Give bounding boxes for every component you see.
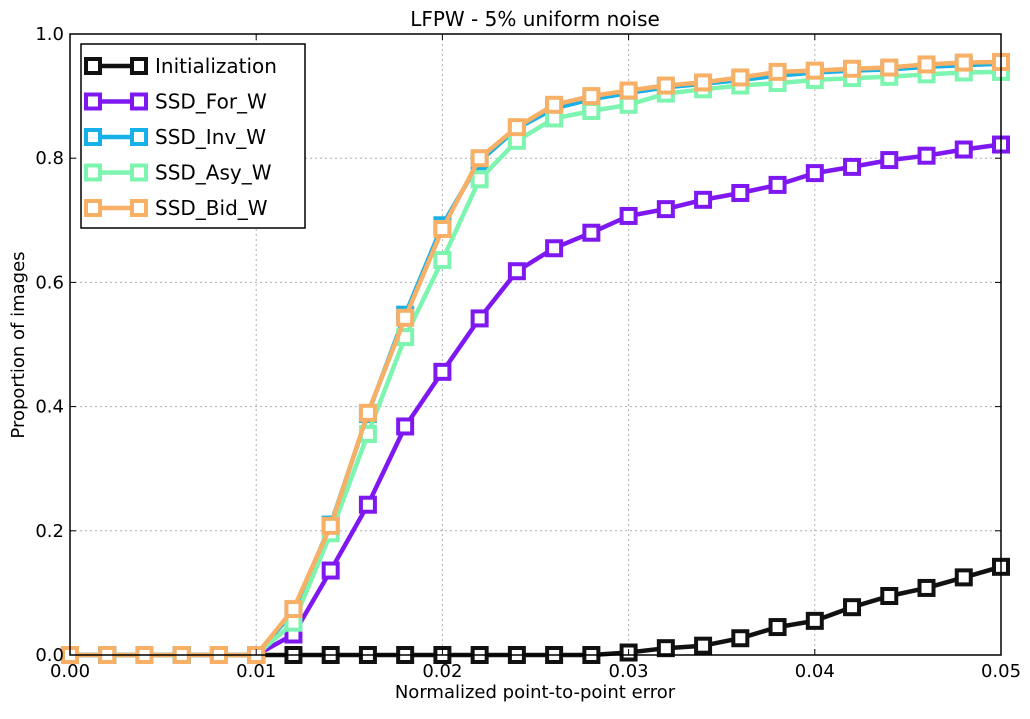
data-point-ssd-bid-w xyxy=(284,600,303,619)
y-tick-label: 1.0 xyxy=(35,24,64,45)
data-point-initialization xyxy=(768,618,787,637)
legend-item-initialization: Initialization xyxy=(84,54,277,78)
legend-marker-right xyxy=(130,199,148,217)
data-point-ssd-for-w xyxy=(954,140,973,159)
data-point-ssd-bid-w xyxy=(433,219,452,238)
data-point-ssd-bid-w xyxy=(917,55,936,74)
data-point-initialization xyxy=(917,578,936,597)
data-point-ssd-bid-w xyxy=(656,76,675,95)
y-tick-label: 0.6 xyxy=(35,272,64,293)
legend-marker-right xyxy=(130,92,148,111)
legend-label: SSD_For_W xyxy=(155,90,267,114)
legend-marker-left xyxy=(84,57,102,75)
data-point-ssd-bid-w xyxy=(321,516,340,535)
data-point-ssd-bid-w xyxy=(731,68,750,87)
x-tick-label: 0.02 xyxy=(422,661,462,682)
data-point-ssd-for-w xyxy=(582,223,601,242)
data-point-ssd-for-w xyxy=(694,190,713,209)
data-point-ssd-bid-w xyxy=(619,81,638,100)
data-point-ssd-bid-w xyxy=(470,149,489,168)
y-tick-label: 0.0 xyxy=(35,645,64,666)
data-point-ssd-for-w xyxy=(843,157,862,176)
data-point-ssd-bid-w xyxy=(768,62,787,81)
data-point-initialization xyxy=(843,598,862,617)
data-point-ssd-for-w xyxy=(321,561,340,580)
x-axis-label: Normalized point-to-point error xyxy=(395,682,676,703)
series-line-initialization xyxy=(70,564,1002,658)
legend-marker-right xyxy=(130,128,148,146)
x-tick-label: 0.01 xyxy=(236,661,276,682)
legend-marker-right xyxy=(130,57,148,75)
data-point-ssd-for-w xyxy=(396,417,415,436)
y-tick-label: 0.8 xyxy=(35,148,64,169)
data-point-ssd-bid-w xyxy=(582,87,601,106)
legend-marker-left xyxy=(84,163,102,182)
legend-item-ssd-inv-w: SSD_Inv_W xyxy=(84,125,266,149)
legend-label: SSD_Asy_W xyxy=(155,161,272,185)
y-tick-label: 0.4 xyxy=(35,397,64,418)
legend-item-ssd-for-w: SSD_For_W xyxy=(84,90,267,114)
data-point-ssd-bid-w xyxy=(358,403,377,422)
data-point-ssd-bid-w xyxy=(396,308,415,327)
chart-title: LFPW - 5% uniform noise xyxy=(410,7,660,31)
legend-item-ssd-asy-w: SSD_Asy_W xyxy=(84,161,272,185)
data-point-initialization xyxy=(694,636,713,655)
data-point-ssd-bid-w xyxy=(954,53,973,72)
data-point-initialization xyxy=(805,611,824,630)
data-point-ssd-asy-w xyxy=(470,170,489,189)
legend-marker-left xyxy=(84,128,102,146)
data-point-ssd-for-w xyxy=(619,206,638,225)
legend: Initialization SSD_For_W SSD_Inv_W SSD_Asy_… xyxy=(80,43,306,229)
axis-ticks: 0.00 0.01 0.02 0.03 0.04 0.05 0.0 0.2 0.4 0.6 0.8 1… xyxy=(35,24,1021,682)
legend-label: Initialization xyxy=(155,54,277,78)
data-point-ssd-for-w xyxy=(880,151,899,170)
x-tick-label: 0.03 xyxy=(609,661,649,682)
data-point-ssd-for-w xyxy=(433,362,452,381)
legend-marker-right xyxy=(130,163,148,182)
legend-label: SSD_Inv_W xyxy=(155,125,266,149)
data-point-ssd-for-w xyxy=(507,262,526,281)
y-axis-label: Proportion of images xyxy=(8,251,29,438)
legend-marker-left xyxy=(84,92,102,111)
plot-frame xyxy=(69,33,1002,656)
series-layer xyxy=(61,52,1010,664)
data-point-initialization xyxy=(954,568,973,587)
data-point-ssd-bid-w xyxy=(694,73,713,92)
data-point-ssd-bid-w xyxy=(843,59,862,78)
data-point-ssd-asy-w xyxy=(433,251,452,270)
data-point-ssd-for-w xyxy=(656,200,675,219)
data-point-ssd-for-w xyxy=(470,309,489,328)
series-initialization xyxy=(61,557,1010,664)
data-point-initialization xyxy=(880,587,899,606)
data-point-ssd-bid-w xyxy=(507,118,526,137)
data-point-ssd-bid-w xyxy=(545,95,564,114)
data-point-ssd-bid-w xyxy=(805,61,824,80)
legend-item-ssd-bid-w: SSD_Bid_W xyxy=(84,196,268,220)
x-tick-label: 0.05 xyxy=(981,661,1021,682)
data-point-ssd-asy-w xyxy=(619,95,638,114)
data-point-ssd-for-w xyxy=(768,175,787,194)
data-point-ssd-for-w xyxy=(917,146,936,165)
data-point-ssd-bid-w xyxy=(880,58,899,77)
y-tick-label: 0.2 xyxy=(35,521,64,542)
x-tick-label: 0.00 xyxy=(50,661,90,682)
data-point-ssd-for-w xyxy=(731,183,750,202)
data-point-initialization xyxy=(731,629,750,648)
legend-marker-left xyxy=(84,199,102,217)
legend-label: SSD_Bid_W xyxy=(155,196,268,220)
data-point-ssd-for-w xyxy=(545,239,564,258)
data-point-ssd-for-w xyxy=(358,495,377,514)
x-tick-label: 0.04 xyxy=(795,661,835,682)
data-point-ssd-for-w xyxy=(805,164,824,183)
data-point-initialization xyxy=(656,639,675,658)
data-point-ssd-asy-w xyxy=(582,102,601,121)
